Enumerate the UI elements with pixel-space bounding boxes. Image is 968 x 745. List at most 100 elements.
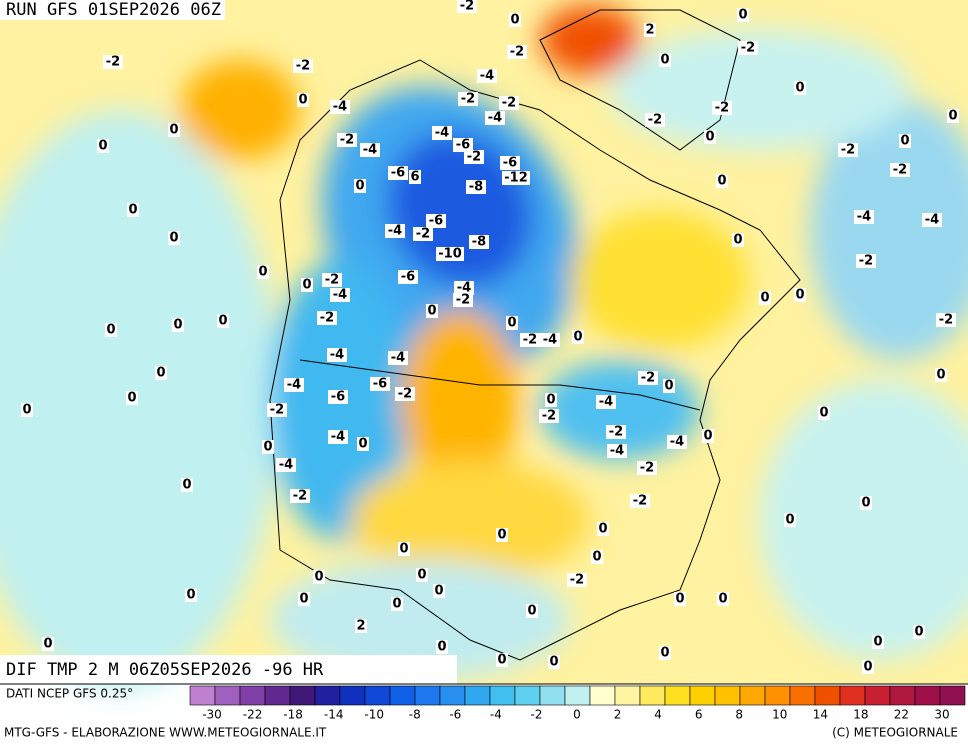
contour-label: -4 — [279, 458, 293, 473]
contour-label: -4 — [435, 126, 449, 141]
colorbar-tick-label: -14 — [324, 708, 344, 722]
label-box — [738, 41, 758, 55]
contour-label: -6 — [373, 377, 387, 392]
label-box — [663, 379, 675, 393]
contour-label: -2 — [456, 293, 470, 308]
label-box — [860, 496, 872, 510]
contour-label: -2 — [270, 403, 284, 418]
label-box — [416, 568, 428, 582]
label-box — [545, 393, 557, 407]
label-box — [301, 278, 313, 292]
contour-label: 0 — [156, 366, 165, 381]
label-box — [330, 100, 350, 114]
label-box — [712, 101, 732, 115]
contour-label: -4 — [599, 395, 613, 410]
contour-label: -2 — [523, 333, 537, 348]
label-box — [217, 314, 229, 328]
contour-label: -6 — [331, 390, 345, 405]
label-box — [759, 291, 771, 305]
contour-label: -4 — [925, 213, 939, 228]
label-box — [357, 437, 369, 451]
contour-label: 0 — [819, 406, 828, 421]
color-swatch — [939, 685, 966, 706]
contour-label: 0 — [738, 8, 747, 23]
contour-label: 0 — [173, 318, 182, 333]
contour-label: -2 — [320, 311, 334, 326]
label-box — [457, 0, 477, 13]
label-box — [276, 458, 296, 472]
label-box — [717, 592, 729, 606]
contour-label: 0 — [598, 522, 607, 537]
label-box — [872, 635, 884, 649]
contour-label: -6 — [503, 156, 517, 171]
contour-label: -4 — [330, 348, 344, 363]
label-box — [436, 640, 448, 654]
contour-label: 0 — [873, 635, 882, 650]
contour-label: -4 — [857, 210, 871, 225]
contour-label: 0 — [795, 288, 804, 303]
color-swatch — [264, 685, 291, 706]
label-box — [313, 570, 325, 584]
label-box — [496, 653, 508, 667]
color-swatch — [389, 685, 416, 706]
contour-label: -10 — [438, 247, 462, 262]
contour-label: -2 — [293, 489, 307, 504]
color-swatch — [814, 685, 841, 706]
label-box — [290, 489, 310, 503]
colorbar-tick-label: 10 — [772, 708, 787, 722]
contour-label: -2 — [340, 133, 354, 148]
label-box — [922, 213, 942, 227]
contour-label: 6 — [410, 170, 419, 185]
label-box — [862, 660, 874, 674]
label-box — [168, 231, 180, 245]
label-box — [526, 604, 538, 618]
label-box — [257, 265, 269, 279]
contour-label: 0 — [106, 323, 115, 338]
label-box — [297, 93, 309, 107]
label-box — [597, 522, 609, 536]
label-box — [732, 233, 744, 247]
label-box — [502, 171, 530, 185]
label-box — [317, 311, 337, 325]
label-box — [947, 109, 959, 123]
color-swatch — [889, 685, 916, 706]
color-swatch — [289, 685, 316, 706]
contour-label: 0 — [549, 655, 558, 670]
label-box — [466, 180, 486, 194]
colorbar-tick-label: 8 — [735, 708, 743, 722]
contour-label: 0 — [169, 231, 178, 246]
color-swatch — [314, 685, 341, 706]
label-box — [854, 210, 874, 224]
contour-label: -8 — [469, 180, 483, 195]
label-box — [464, 150, 484, 164]
contour-label: -6 — [456, 138, 470, 153]
contour-label: 0 — [43, 637, 52, 652]
contour-label: -6 — [401, 270, 415, 285]
contour-label: 0 — [795, 81, 804, 96]
contour-label: 0 — [703, 429, 712, 444]
label-box — [667, 435, 687, 449]
label-box — [644, 23, 656, 37]
label-box — [454, 281, 474, 295]
color-swatch — [689, 685, 716, 706]
map: RUN GFS 01SEP2026 06Z DIF TMP 2 M 06Z05S… — [0, 0, 968, 690]
color-swatch — [514, 685, 541, 706]
contour-label: -4 — [333, 288, 347, 303]
label-box — [433, 584, 445, 598]
contour-label: 0 — [497, 653, 506, 668]
contour-label: 0 — [546, 393, 555, 408]
label-box — [355, 619, 367, 633]
label-box — [436, 247, 464, 261]
contour-label: -2 — [609, 425, 623, 440]
contour-label: -2 — [467, 150, 481, 165]
label-box — [890, 163, 910, 177]
contour-label: -2 — [939, 313, 953, 328]
contour-label: 0 — [717, 174, 726, 189]
contour-label: -2 — [570, 573, 584, 588]
contour-label: -4 — [331, 430, 345, 445]
colorbar-tick-label: 2 — [614, 708, 622, 722]
contour-label: 0 — [785, 513, 794, 528]
contour-label: -12 — [504, 171, 528, 186]
contour-label: -2 — [715, 101, 729, 116]
